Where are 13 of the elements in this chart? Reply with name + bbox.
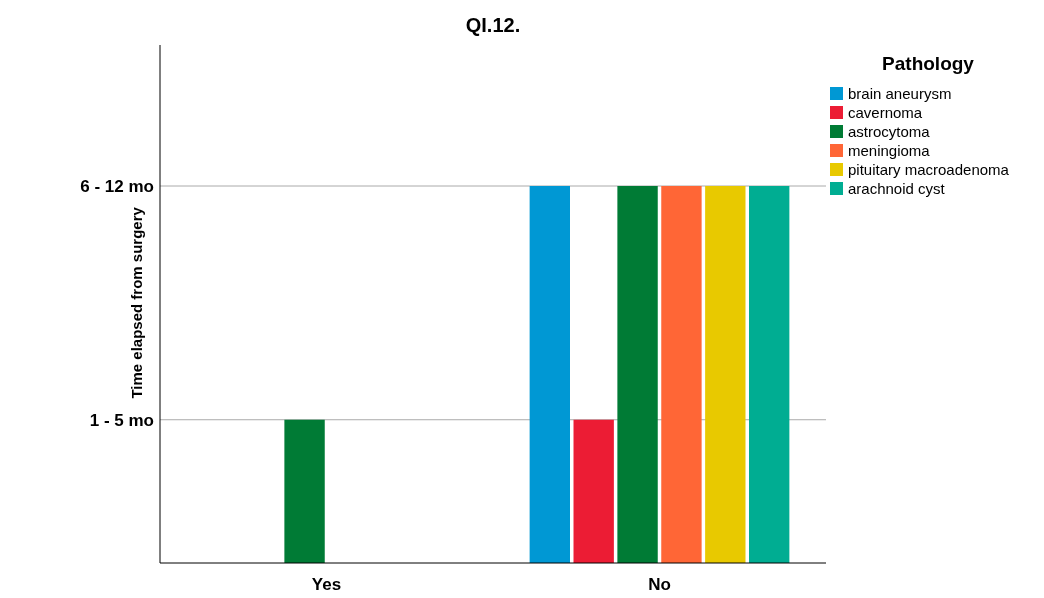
legend-label: meningioma (848, 142, 931, 160)
legend-label: arachnoid cyst (848, 180, 946, 198)
y-axis-title: Time elapsed from surgery (128, 206, 145, 399)
legend-title: Pathology (882, 53, 975, 74)
x-tick-label: Yes (311, 575, 342, 594)
legend-label: cavernoma (848, 104, 923, 122)
ref-line-label: 6 - 12 mo (80, 176, 154, 196)
x-tick-label: No (648, 575, 671, 594)
legend-label: brain aneurysm (848, 85, 952, 103)
legend-label: pituitary macroadenoma (848, 161, 1010, 179)
legend-label: astrocytoma (848, 123, 931, 141)
chart-title: QI.12. (465, 14, 521, 36)
ref-line-label: 1 - 5 mo (89, 410, 154, 430)
